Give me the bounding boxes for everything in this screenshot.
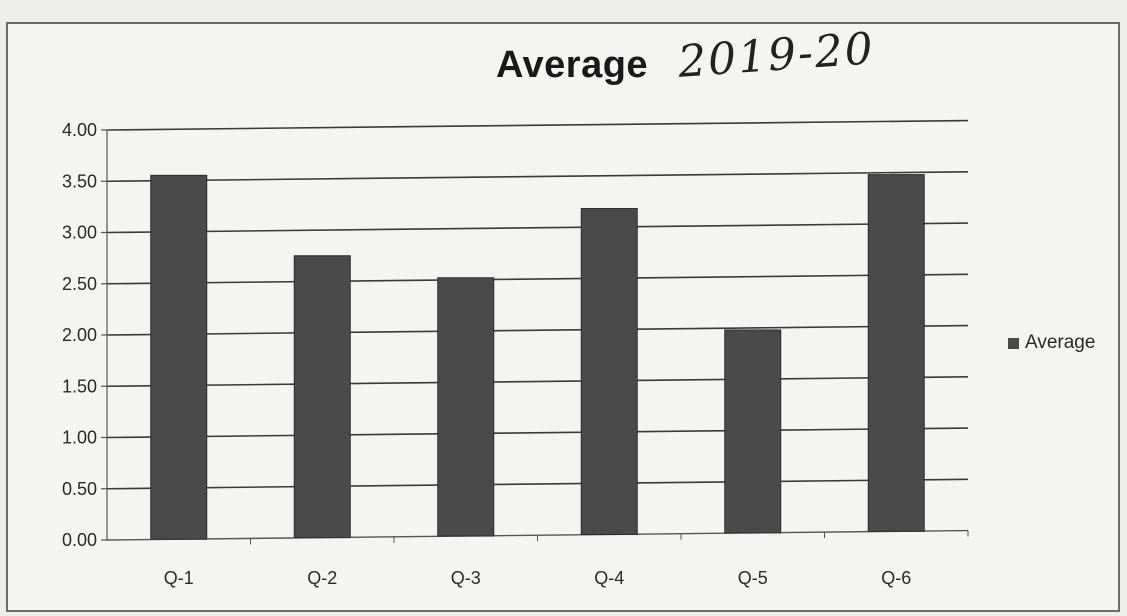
y-tick-label: 2.00 [62,325,97,345]
x-tick-label: Q-4 [594,568,624,588]
bar [580,208,638,535]
chart-title: Average [496,44,649,86]
gridline [106,427,969,439]
x-tick-label: Q-6 [881,568,911,588]
gridline [106,222,969,234]
gridline [106,119,969,131]
bar [150,174,208,540]
y-tick-label: 3.00 [62,223,97,243]
bar [724,329,782,534]
y-tick-label: 4.00 [62,120,97,140]
y-tick-label: 1.00 [62,428,97,448]
y-tick-label: 1.50 [62,376,97,396]
x-tick-label: Q-1 [164,568,194,588]
gridline [106,324,969,336]
bar [437,277,495,537]
x-tick-label: Q-5 [738,568,768,588]
x-tick-label: Q-2 [307,568,337,588]
y-tick-label: 0.50 [62,479,97,499]
y-tick-label: 0.00 [62,530,97,550]
gridline [106,170,969,183]
gridline [106,478,969,490]
x-tick-label: Q-3 [451,568,481,588]
legend-swatch [1008,337,1019,349]
y-tick-label: 3.50 [62,171,97,191]
y-tick-label: 2.50 [62,274,97,294]
legend-label: Average [1025,332,1096,353]
bar [867,174,925,532]
gridline [106,375,969,388]
legend: Average [1008,332,1095,354]
bar [293,255,351,539]
gridline [106,273,969,285]
